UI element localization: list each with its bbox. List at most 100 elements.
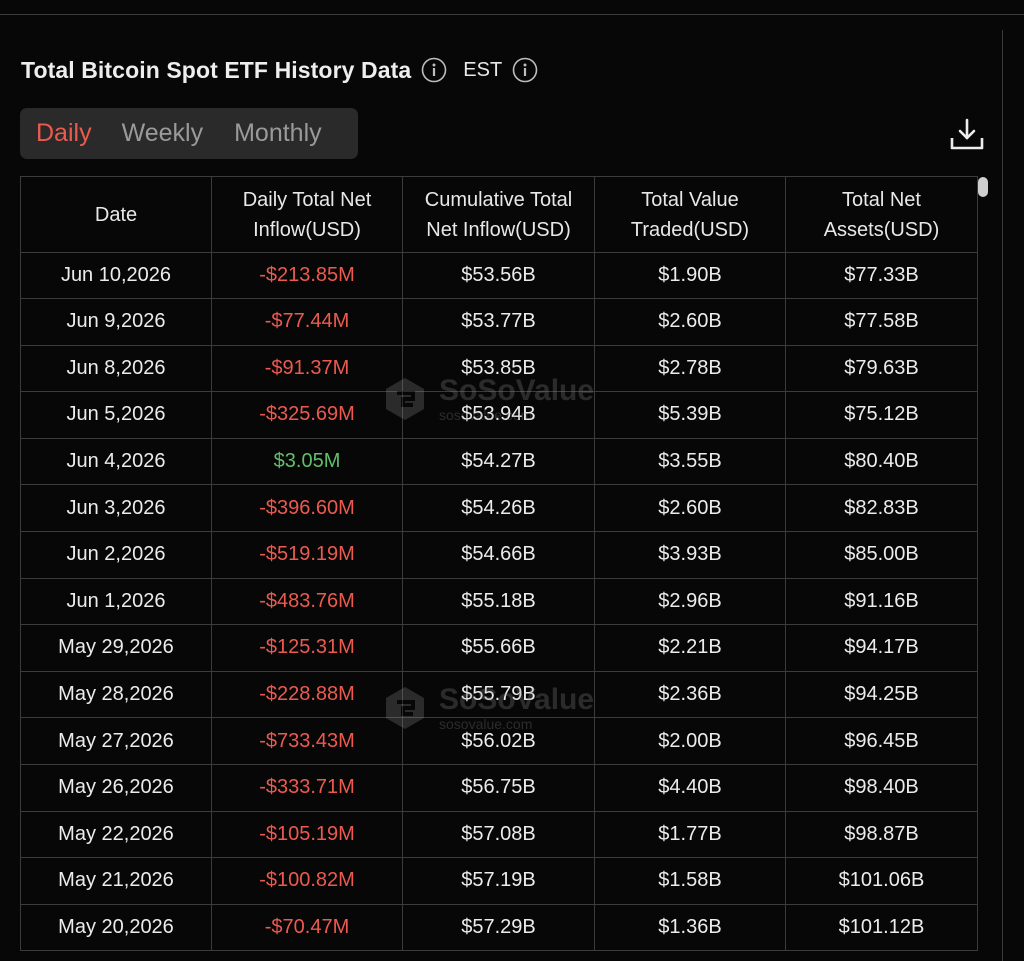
- cell-total-net-assets: $79.63B: [785, 344, 978, 393]
- cell-total-value-traded: $2.96B: [594, 577, 786, 626]
- table-row[interactable]: Jun 2,2026 -$519.19M $54.66B $3.93B $85.00B: [20, 530, 978, 579]
- cell-cumulative-net-inflow: $53.85B: [402, 344, 595, 393]
- cell-total-value-traded: $2.78B: [594, 344, 786, 393]
- table-row[interactable]: May 29,2026 -$125.31M $55.66B $2.21B $94.17B: [20, 624, 978, 672]
- cell-total-value-traded: $1.90B: [594, 252, 786, 299]
- cell-total-net-assets: $77.58B: [785, 298, 978, 346]
- tab-weekly[interactable]: Weekly: [121, 119, 204, 147]
- cell-daily-net-inflow: -$91.37M: [211, 344, 403, 393]
- cell-date: May 26,2026: [20, 763, 212, 812]
- cell-daily-net-inflow: -$125.31M: [211, 624, 403, 672]
- cell-date: May 28,2026: [20, 670, 212, 719]
- cell-date: May 27,2026: [20, 717, 212, 765]
- timezone-info-icon[interactable]: [512, 57, 538, 83]
- cell-total-value-traded: $3.93B: [594, 530, 786, 579]
- cell-total-value-traded: $3.55B: [594, 437, 786, 486]
- table-row[interactable]: Jun 5,2026 -$325.69M $53.94B $5.39B $75.12B: [20, 391, 978, 439]
- col-header-daily-net-inflow[interactable]: Daily Total Net Inflow(USD): [211, 176, 403, 253]
- col-header-cumulative-net-inflow[interactable]: Cumulative Total Net Inflow(USD): [402, 176, 595, 253]
- cell-daily-net-inflow: -$100.82M: [211, 857, 403, 905]
- table-row[interactable]: May 28,2026 -$228.88M $55.79B $2.36B $94.25B: [20, 670, 978, 719]
- cell-total-net-assets: $75.12B: [785, 391, 978, 439]
- table-row[interactable]: May 22,2026 -$105.19M $57.08B $1.77B $98.87B: [20, 810, 978, 859]
- cell-daily-net-inflow: -$519.19M: [211, 530, 403, 579]
- cell-total-value-traded: $2.36B: [594, 670, 786, 719]
- cell-cumulative-net-inflow: $56.02B: [402, 717, 595, 765]
- cell-cumulative-net-inflow: $53.77B: [402, 298, 595, 346]
- cell-total-net-assets: $101.12B: [785, 903, 978, 952]
- cell-cumulative-net-inflow: $54.66B: [402, 530, 595, 579]
- etf-history-table: Date Daily Total Net Inflow(USD) Cumulati…: [20, 176, 978, 952]
- cell-total-value-traded: $1.77B: [594, 810, 786, 859]
- download-icon: [950, 118, 984, 150]
- cell-total-net-assets: $94.25B: [785, 670, 978, 719]
- scrollbar-thumb[interactable]: [978, 177, 988, 197]
- cell-total-net-assets: $94.17B: [785, 624, 978, 672]
- table-row[interactable]: Jun 1,2026 -$483.76M $55.18B $2.96B $91.16B: [20, 577, 978, 626]
- cell-total-net-assets: $80.40B: [785, 437, 978, 486]
- period-toggle: Daily Weekly Monthly: [20, 108, 358, 159]
- table-row[interactable]: Jun 8,2026 -$91.37M $53.85B $2.78B $79.63B: [20, 344, 978, 393]
- cell-total-value-traded: $2.21B: [594, 624, 786, 672]
- cell-date: May 22,2026: [20, 810, 212, 859]
- cell-daily-net-inflow: -$77.44M: [211, 298, 403, 346]
- cell-daily-net-inflow: -$70.47M: [211, 903, 403, 952]
- cell-date: Jun 2,2026: [20, 530, 212, 579]
- cell-cumulative-net-inflow: $56.75B: [402, 763, 595, 812]
- cell-daily-net-inflow: -$228.88M: [211, 670, 403, 719]
- cell-daily-net-inflow: -$733.43M: [211, 717, 403, 765]
- cell-total-value-traded: $2.00B: [594, 717, 786, 765]
- table-row[interactable]: Jun 10,2026 -$213.85M $53.56B $1.90B $77.33B: [20, 252, 978, 299]
- cell-total-value-traded: $2.60B: [594, 298, 786, 346]
- table-row[interactable]: May 20,2026 -$70.47M $57.29B $1.36B $101.12B: [20, 903, 978, 952]
- title-info-icon[interactable]: [421, 57, 447, 83]
- cell-total-value-traded: $2.60B: [594, 484, 786, 532]
- table-row[interactable]: Jun 9,2026 -$77.44M $53.77B $2.60B $77.58B: [20, 298, 978, 346]
- table-row[interactable]: May 21,2026 -$100.82M $57.19B $1.58B $101.06…: [20, 857, 978, 905]
- cell-daily-net-inflow: -$105.19M: [211, 810, 403, 859]
- cell-total-net-assets: $98.40B: [785, 763, 978, 812]
- cell-total-net-assets: $85.00B: [785, 530, 978, 579]
- cell-cumulative-net-inflow: $57.08B: [402, 810, 595, 859]
- col-header-date[interactable]: Date: [20, 176, 212, 253]
- col-header-total-net-assets[interactable]: Total Net Assets(USD): [785, 176, 978, 253]
- cell-date: Jun 1,2026: [20, 577, 212, 626]
- cell-date: May 20,2026: [20, 903, 212, 952]
- cell-daily-net-inflow: $3.05M: [211, 437, 403, 486]
- cell-total-value-traded: $5.39B: [594, 391, 786, 439]
- timezone-label: EST: [463, 58, 503, 81]
- cell-cumulative-net-inflow: $55.18B: [402, 577, 595, 626]
- cell-total-net-assets: $101.06B: [785, 857, 978, 905]
- panel-right-border: [1002, 30, 1003, 961]
- cell-date: Jun 5,2026: [20, 391, 212, 439]
- cell-cumulative-net-inflow: $55.66B: [402, 624, 595, 672]
- cell-daily-net-inflow: -$333.71M: [211, 763, 403, 812]
- table-row[interactable]: May 27,2026 -$733.43M $56.02B $2.00B $96.45B: [20, 717, 978, 765]
- cell-total-value-traded: $1.36B: [594, 903, 786, 952]
- table-row[interactable]: Jun 3,2026 -$396.60M $54.26B $2.60B $82.83B: [20, 484, 978, 532]
- cell-date: Jun 10,2026: [20, 252, 212, 299]
- top-divider: [0, 14, 1024, 15]
- cell-total-net-assets: $82.83B: [785, 484, 978, 532]
- cell-cumulative-net-inflow: $54.26B: [402, 484, 595, 532]
- cell-date: May 21,2026: [20, 857, 212, 905]
- cell-daily-net-inflow: -$213.85M: [211, 252, 403, 299]
- cell-total-value-traded: $1.58B: [594, 857, 786, 905]
- download-button[interactable]: [948, 116, 986, 154]
- cell-total-net-assets: $77.33B: [785, 252, 978, 299]
- table-row[interactable]: May 26,2026 -$333.71M $56.75B $4.40B $98.40B: [20, 763, 978, 812]
- cell-total-net-assets: $98.87B: [785, 810, 978, 859]
- cell-daily-net-inflow: -$325.69M: [211, 391, 403, 439]
- col-header-total-value-traded[interactable]: Total Value Traded(USD): [594, 176, 786, 253]
- tab-daily[interactable]: Daily: [36, 119, 92, 147]
- table-row[interactable]: Jun 4,2026 $3.05M $54.27B $3.55B $80.40B: [20, 437, 978, 486]
- cell-total-value-traded: $4.40B: [594, 763, 786, 812]
- cell-total-net-assets: $96.45B: [785, 717, 978, 765]
- header: Total Bitcoin Spot ETF History Data EST: [21, 52, 538, 88]
- cell-date: Jun 9,2026: [20, 298, 212, 346]
- cell-cumulative-net-inflow: $55.79B: [402, 670, 595, 719]
- tab-monthly[interactable]: Monthly: [234, 119, 322, 147]
- cell-date: May 29,2026: [20, 624, 212, 672]
- cell-date: Jun 3,2026: [20, 484, 212, 532]
- cell-cumulative-net-inflow: $54.27B: [402, 437, 595, 486]
